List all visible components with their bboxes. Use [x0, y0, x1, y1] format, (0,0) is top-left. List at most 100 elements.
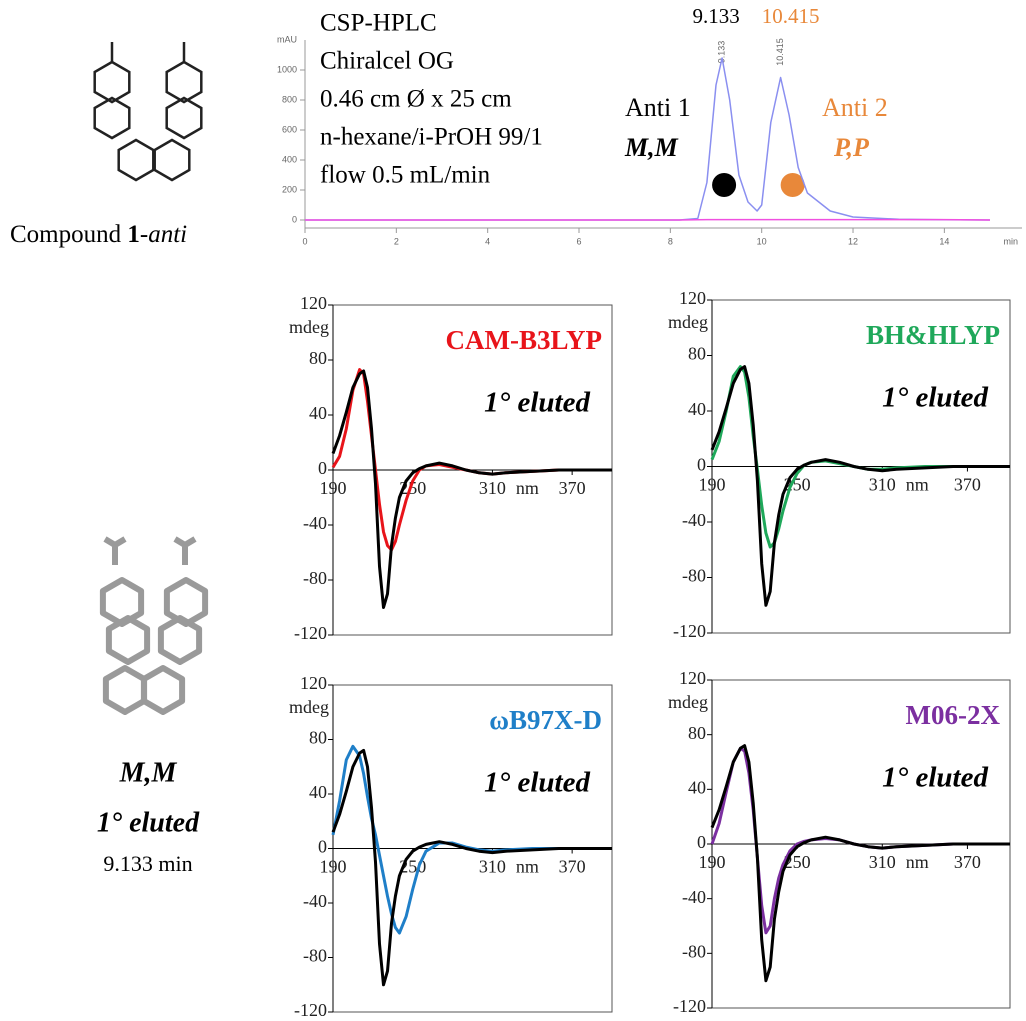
ring	[167, 62, 202, 102]
method-text: n-hexane/i-PrOH 99/1	[320, 124, 543, 151]
y-tick-label: -120	[294, 623, 327, 643]
y-tick-label: 0	[697, 832, 706, 852]
method-text: Chiralcel OG	[320, 48, 454, 75]
x-tick-label: 8	[668, 236, 673, 246]
y-tick-label: 80	[309, 348, 327, 368]
method-text: flow 0.5 mL/min	[320, 162, 491, 189]
x-tick-label: 10	[757, 236, 767, 246]
ring	[167, 580, 205, 624]
x-tick-label: 310	[479, 857, 506, 877]
y-axis-label: mdeg	[668, 692, 708, 712]
peak-label: 9.133	[692, 4, 739, 28]
x-tick-label: 190	[320, 857, 347, 877]
x-axis-label: nm	[516, 478, 539, 498]
y-tick-label: -80	[682, 941, 706, 961]
method-label: CAM-B3LYP	[445, 325, 602, 355]
y-tick-label: -120	[673, 996, 706, 1016]
y-tick-label: -40	[303, 891, 327, 911]
x-tick-label: 4	[485, 236, 490, 246]
enantiomer-config: P,P	[833, 133, 870, 162]
peak-label: 10.415	[762, 4, 820, 28]
ring	[95, 98, 130, 138]
y-tick-label: 800	[282, 94, 297, 104]
compound-suffix: -anti	[140, 221, 187, 248]
ring	[161, 618, 199, 662]
configuration: M,M	[119, 757, 178, 788]
y-tick-label: -120	[673, 621, 706, 641]
y-axis-label: mAU	[277, 34, 297, 44]
y-tick-label: -80	[303, 568, 327, 588]
x-axis-label: nm	[906, 475, 929, 495]
y-tick-label: 40	[688, 399, 706, 419]
peak-dot	[712, 173, 736, 197]
x-tick-label: 370	[954, 475, 981, 495]
annotation: 1° eluted	[882, 382, 988, 414]
x-tick-label: 310	[869, 475, 896, 495]
methyl	[175, 539, 195, 565]
y-tick-label: 120	[679, 668, 706, 688]
y-tick-label: 600	[282, 124, 297, 134]
enantiomer-name: Anti 1	[625, 93, 691, 122]
enantiomer-config: M,M	[624, 133, 679, 162]
x-axis-label: nm	[906, 852, 929, 872]
x-tick-label: 6	[577, 236, 582, 246]
y-tick-label: 0	[318, 458, 327, 478]
y-tick-label: 80	[688, 344, 706, 364]
y-tick-label: 40	[309, 782, 327, 802]
y-tick-label: -40	[682, 510, 706, 530]
method-text: CSP-HPLC	[320, 10, 437, 37]
peak-label-small: 10.415	[775, 38, 785, 66]
x-tick-label: 14	[939, 236, 949, 246]
y-tick-label: 0	[697, 455, 706, 475]
y-tick-label: -40	[303, 513, 327, 533]
y-tick-label: -80	[682, 566, 706, 586]
ring	[109, 618, 147, 662]
x-tick-label: 310	[479, 478, 506, 498]
ring	[144, 668, 182, 712]
ring	[103, 580, 141, 624]
y-tick-label: 120	[679, 288, 706, 308]
x-tick-label: 0	[302, 236, 307, 246]
ring	[155, 140, 190, 180]
compound-number: 1	[127, 221, 140, 248]
ring	[106, 668, 144, 712]
y-axis-label: mdeg	[668, 312, 708, 332]
method-text: 0.46 cm Ø x 25 cm	[320, 86, 512, 113]
ring	[167, 98, 202, 138]
y-tick-label: 80	[688, 723, 706, 743]
method-label: BH&HLYP	[866, 320, 1000, 350]
y-tick-label: 400	[282, 154, 297, 164]
annotation: 1° eluted	[882, 762, 988, 794]
annotation: 1° eluted	[484, 387, 590, 419]
y-tick-label: 120	[300, 673, 327, 693]
y-tick-label: 40	[688, 777, 706, 797]
y-tick-label: 120	[300, 293, 327, 313]
y-tick-label: 1000	[277, 64, 297, 74]
y-tick-label: -80	[303, 946, 327, 966]
y-tick-label: 0	[318, 837, 327, 857]
x-axis-label: nm	[516, 857, 539, 877]
compound-label: Compound 1-anti	[10, 221, 187, 248]
x-tick-label: 190	[320, 478, 347, 498]
structures	[95, 42, 205, 712]
x-tick-label: 12	[848, 236, 858, 246]
ring	[119, 140, 154, 180]
y-tick-label: 0	[292, 214, 297, 224]
x-tick-label: 2	[394, 236, 399, 246]
compound-prefix: Compound	[10, 221, 127, 248]
x-axis-label: min	[1003, 236, 1018, 246]
y-axis-label: mdeg	[289, 317, 329, 337]
y-tick-label: -120	[294, 1000, 327, 1020]
annotation: 1° eluted	[484, 767, 590, 799]
method-label: ωB97X-D	[489, 705, 602, 735]
methyl	[105, 539, 125, 565]
x-tick-label: 370	[559, 857, 586, 877]
y-axis-label: mdeg	[289, 697, 329, 717]
y-tick-label: 200	[282, 184, 297, 194]
ring	[95, 62, 130, 102]
elution: 1° eluted	[97, 807, 200, 838]
retention: 9.133 min	[103, 851, 192, 876]
method-label: M06-2X	[906, 700, 1001, 730]
x-tick-label: 190	[699, 852, 726, 872]
y-tick-label: 40	[309, 403, 327, 423]
